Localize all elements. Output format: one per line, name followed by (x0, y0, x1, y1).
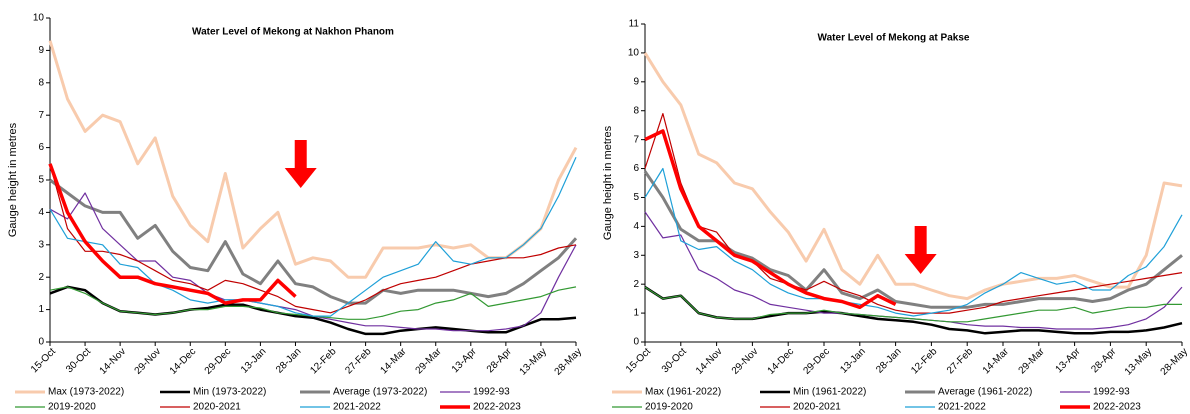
series-line (49, 286, 577, 320)
x-tick-label: 28-Jan (874, 346, 903, 375)
legend-label: 2020-2021 (793, 402, 841, 413)
legend-label: 2019-2020 (48, 402, 96, 413)
x-tick-label: 15-Oct (624, 346, 653, 375)
y-tick-label: 7 (633, 134, 639, 145)
legend-label: Average (1961-2022) (938, 387, 1032, 398)
x-tick-label: 13-May (1123, 346, 1154, 377)
y-tick-label: 5 (633, 192, 639, 203)
y-tick-label: 4 (633, 221, 639, 232)
series-line (643, 52, 1183, 301)
series-line (49, 157, 577, 317)
series-line (644, 167, 1183, 317)
x-tick-label: 29-Dec (203, 346, 234, 377)
x-tick-label: 29-Dec (801, 346, 832, 377)
y-tick-label: 7 (38, 110, 44, 121)
y-tick-label: 3 (633, 250, 639, 261)
x-tick-label: 13-May (518, 346, 549, 377)
legend-label: Min (1973-2022) (193, 387, 266, 398)
legend-label: 2021-2022 (938, 402, 986, 413)
x-tick-label: 28-Apr (485, 346, 514, 375)
x-tick-label: 13-Apr (450, 346, 479, 375)
chart: Water Level of Mekong at Pakse Gauge heig… (602, 19, 1190, 413)
y-tick-label: 6 (633, 163, 639, 174)
x-tick-label: 13-Jan (838, 346, 867, 375)
series-line (644, 286, 1183, 335)
legend-label: 1992-93 (473, 387, 510, 398)
x-tick-label: 15-Oct (29, 346, 58, 375)
x-tick-label: 14-Mar (378, 346, 409, 377)
x-tick-label: 28-May (1159, 346, 1190, 377)
x-tick-label: 14-Mar (981, 346, 1012, 377)
y-tick-label: 3 (38, 239, 44, 250)
arrow (904, 226, 937, 274)
y-tick-label: 8 (633, 105, 639, 116)
x-tick-label: 12-Feb (909, 346, 939, 376)
series-line (643, 170, 1183, 309)
chart: Water Level of Mekong at Nakhon Phanom Ga… (7, 13, 584, 413)
arrow (284, 140, 317, 188)
legend-label: 2019-2020 (645, 402, 693, 413)
y-tick-label: 10 (628, 48, 640, 59)
x-tick-label: 14-Nov (694, 346, 725, 377)
series-line (48, 40, 578, 279)
y-tick-label: 0 (633, 337, 639, 348)
legend-label: Min (1961-2022) (793, 387, 866, 398)
y-axis-label: Gauge height in metres (7, 122, 19, 237)
y-tick-label: 11 (629, 19, 640, 30)
legend-label: 2022-2023 (1093, 402, 1141, 413)
legend-label: 2020-2021 (193, 402, 241, 413)
y-tick-label: 1 (633, 308, 639, 319)
x-tick-label: 30-Oct (64, 346, 93, 375)
y-axis-label: Gauge height in metres (602, 125, 614, 240)
legend-label: Max (1973-2022) (48, 387, 124, 398)
x-tick-label: 14-Dec (766, 346, 797, 377)
series-line (644, 286, 1182, 323)
x-tick-label: 29-Nov (730, 346, 761, 377)
y-tick-label: 2 (633, 279, 639, 290)
y-tick-label: 2 (38, 272, 44, 283)
legend-label: 1992-93 (1093, 387, 1130, 398)
x-tick-label: 27-Feb (945, 346, 975, 376)
x-tick-label: 28-Apr (1089, 346, 1118, 375)
series-line (49, 163, 577, 314)
x-tick-label: 29-Mar (1017, 346, 1048, 377)
x-tick-label: 14-Dec (168, 346, 199, 377)
series-line (48, 163, 297, 305)
x-tick-label: 13-Apr (1054, 346, 1083, 375)
y-tick-label: 9 (633, 76, 639, 87)
y-tick-label: 6 (38, 142, 44, 153)
y-tick-label: 8 (38, 77, 44, 88)
x-tick-label: 13-Jan (239, 346, 268, 375)
y-tick-label: 10 (33, 13, 45, 24)
x-tick-label: 12-Feb (308, 346, 338, 376)
y-tick-label: 4 (38, 207, 44, 218)
x-tick-label: 28-Jan (274, 346, 303, 375)
x-tick-label: 30-Oct (660, 346, 689, 375)
legend-label: 2022-2023 (473, 402, 521, 413)
x-tick-label: 14-Nov (98, 346, 129, 377)
chart-title: Water Level of Mekong at Pakse (818, 33, 970, 44)
legend-label: Average (1973-2022) (333, 387, 427, 398)
x-tick-label: 27-Feb (343, 346, 373, 376)
y-tick-label: 0 (38, 337, 44, 348)
legend-label: Max (1961-2022) (645, 387, 721, 398)
x-tick-label: 29-Mar (414, 346, 445, 377)
y-tick-label: 1 (38, 304, 44, 315)
x-tick-label: 29-Nov (133, 346, 164, 377)
y-tick-label: 5 (38, 175, 44, 186)
series-line (49, 178, 578, 305)
x-tick-label: 28-May (553, 346, 584, 377)
chart-title: Water Level of Mekong at Nakhon Phanom (192, 27, 394, 38)
series-line (644, 129, 897, 310)
legend-label: 2021-2022 (333, 402, 381, 413)
y-tick-label: 9 (38, 45, 44, 56)
